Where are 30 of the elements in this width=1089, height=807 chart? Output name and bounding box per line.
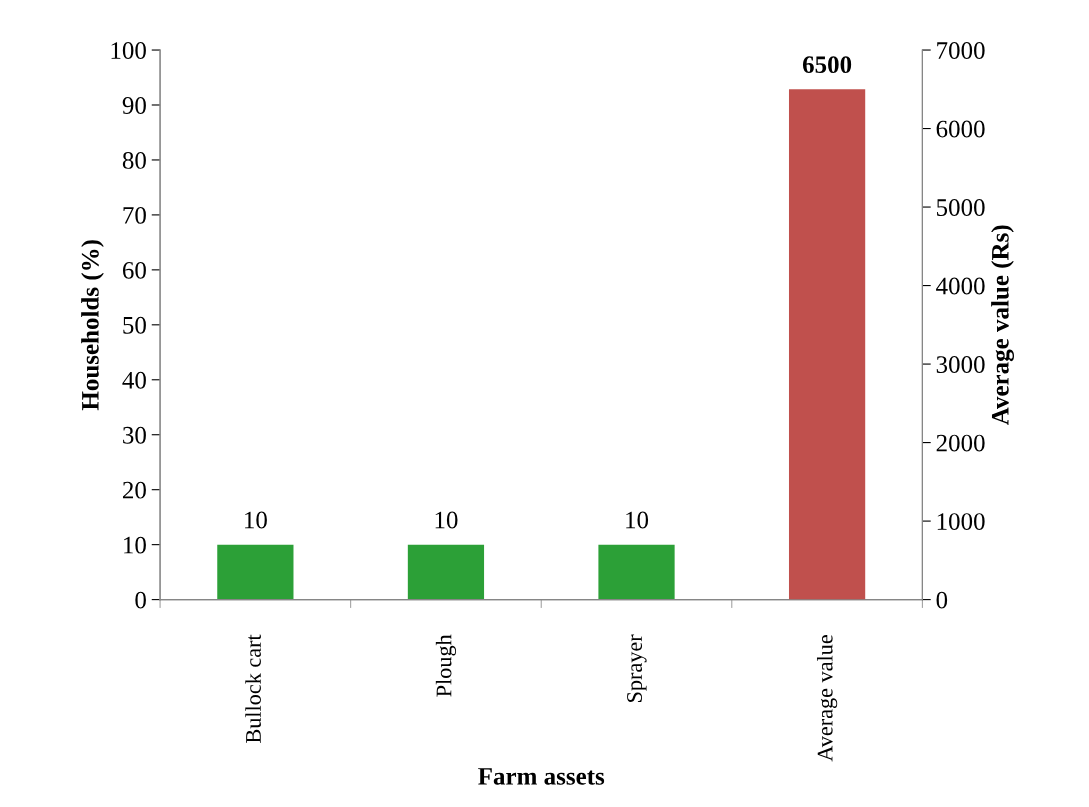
y2-tick-label: 2000: [936, 434, 985, 452]
y2-tick-label: 1000: [937, 513, 985, 531]
y-tick-label: 100: [111, 42, 146, 59]
x-axis-title: Farm assets: [478, 768, 605, 785]
y2-tick-label: 5000: [937, 199, 985, 216]
y-tick-label: 10: [124, 536, 146, 554]
data-label: 6500: [802, 56, 852, 74]
data-label: 10: [245, 511, 267, 529]
x-tick-label: Sprayer: [627, 634, 647, 702]
y-tick-label: 60: [122, 261, 146, 279]
y-tick-label: 40: [122, 371, 146, 389]
y2-tick-label: 4000: [936, 277, 985, 295]
y2-tick-label: 7000: [937, 42, 985, 59]
y-tick-label: 50: [123, 316, 146, 334]
y-tick-label: 90: [122, 97, 146, 114]
y-tick-label: 0: [135, 591, 146, 609]
y2-axis-title: Average value (Rs): [991, 225, 1014, 426]
data-label: 10: [435, 511, 458, 529]
y-tick-label: 80: [122, 152, 146, 169]
y2-tick-label: 6000: [936, 120, 985, 138]
y-tick-label: 70: [123, 206, 146, 224]
y-tick-label: 30: [123, 426, 146, 444]
y2-tick-label: 0: [936, 591, 948, 609]
x-tick-label: Plough: [435, 634, 457, 697]
y2-tick-label: 3000: [936, 356, 985, 373]
y-tick-label: 20: [122, 481, 146, 499]
data-label: 10: [626, 511, 649, 529]
x-tick-label: Bullock cart: [245, 634, 261, 743]
x-tick-label: Average value: [816, 635, 838, 762]
y-axis-title: Households (%): [81, 240, 104, 411]
